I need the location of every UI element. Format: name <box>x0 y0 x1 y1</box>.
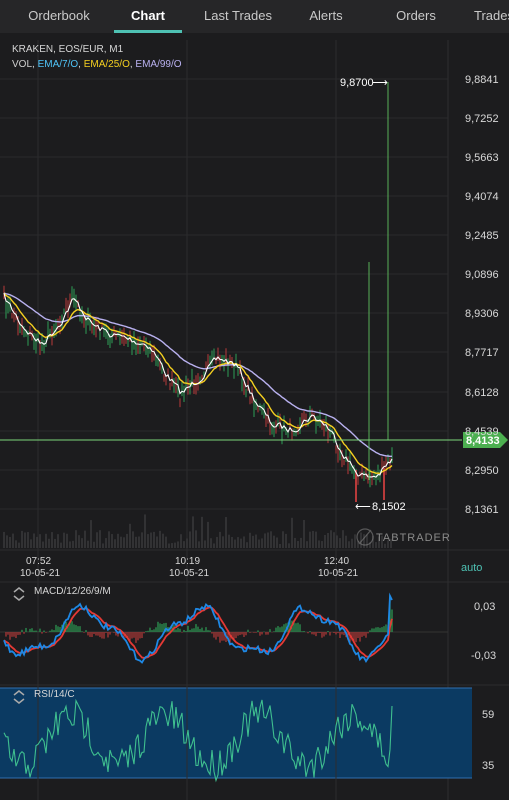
macd-panel <box>0 592 448 664</box>
price-tick-3: 9,5663 <box>465 152 499 164</box>
macd-tick-lower: -0,03 <box>471 650 496 662</box>
price-axis-labels: 9,8841 9,7252 9,5663 9,4074 9,2485 9,089… <box>465 74 499 516</box>
price-tick-1: 9,8841 <box>465 74 499 86</box>
tab-alerts[interactable]: Alerts <box>309 8 343 23</box>
price-tick-4: 9,4074 <box>465 191 499 203</box>
rsi-collapse-toggle-icon[interactable] <box>12 688 26 706</box>
price-tick-9: 8,6128 <box>465 387 499 399</box>
low-arrow-icon: ⟵ <box>355 501 371 513</box>
tab-orderbook[interactable]: Orderbook <box>28 8 90 23</box>
price-tick-7: 8,9306 <box>465 308 499 320</box>
tabtrader-watermark <box>356 528 374 546</box>
macd-line <box>3 592 393 664</box>
rsi-tick-upper: 59 <box>482 709 494 721</box>
price-tick-11: 8,2950 <box>465 465 499 477</box>
price-tick-8: 8,7717 <box>465 347 499 359</box>
date-tick-1: 10-05-21 <box>20 568 60 579</box>
time-tick-1: 07:52 <box>26 556 51 567</box>
tab-last-trades[interactable]: Last Trades <box>204 8 272 23</box>
legend-ema25: EMA/25/O <box>83 59 130 70</box>
chart-canvas[interactable]: 9,8700 ⟶ ⟵ 8,1502 8,4133 9,8841 9,7252 9… <box>0 33 509 800</box>
active-tab-indicator <box>114 30 182 33</box>
tab-bar: Orderbook Chart Last Trades Alerts Order… <box>0 0 509 33</box>
price-tick-5: 9,2485 <box>465 230 499 242</box>
auto-scale-toggle[interactable]: auto <box>461 562 482 574</box>
ema-lines <box>3 292 393 478</box>
current-price-value: 8,4133 <box>466 435 500 447</box>
rsi-band <box>0 688 472 778</box>
legend-ema99: EMA/99/O <box>135 59 182 70</box>
chart-area[interactable]: 9,8700 ⟶ ⟵ 8,1502 8,4133 9,8841 9,7252 9… <box>0 33 509 800</box>
date-tick-2: 10-05-21 <box>169 568 209 579</box>
rsi-line <box>3 698 393 783</box>
macd-collapse-toggle-icon[interactable] <box>12 585 26 603</box>
macd-title: MACD/12/26/9/M <box>34 586 111 597</box>
macd-tick-upper: 0,03 <box>474 601 495 613</box>
tabtrader-logo-icon <box>356 528 374 546</box>
price-tick-2: 9,7252 <box>465 113 499 125</box>
legend-ema7: EMA/7/O <box>37 59 79 70</box>
date-tick-3: 10-05-21 <box>318 568 358 579</box>
rsi-tick-lower: 35 <box>482 760 494 772</box>
tab-orders[interactable]: Orders <box>396 8 436 23</box>
indicator-legend: VOL, EMA/7/O, EMA/25/O, EMA/99/O <box>12 59 182 70</box>
time-tick-3: 12:40 <box>324 556 349 567</box>
high-arrow-icon: ⟶ <box>372 77 388 89</box>
chart-title: KRAKEN, EOS/EUR, M1 <box>12 44 124 55</box>
chart-grid <box>0 40 448 800</box>
volume-bars <box>3 514 392 548</box>
low-price-label: 8,1502 <box>372 501 406 513</box>
tabtrader-watermark-text: TABTRADER <box>376 532 451 544</box>
price-tick-6: 9,0896 <box>465 269 499 281</box>
rsi-title: RSI/14/C <box>34 689 75 700</box>
time-tick-2: 10:19 <box>175 556 200 567</box>
high-price-label: 9,8700 <box>340 77 374 89</box>
tab-trades[interactable]: Trades <box>474 8 509 23</box>
current-price-tag <box>463 432 508 448</box>
price-tick-10: 8,4539 <box>465 426 499 438</box>
ema-7-line <box>3 292 393 478</box>
legend-vol: VOL <box>12 59 33 70</box>
tab-chart[interactable]: Chart <box>131 8 165 23</box>
price-tick-12: 8,1361 <box>465 504 499 516</box>
rsi-panel <box>3 698 393 783</box>
